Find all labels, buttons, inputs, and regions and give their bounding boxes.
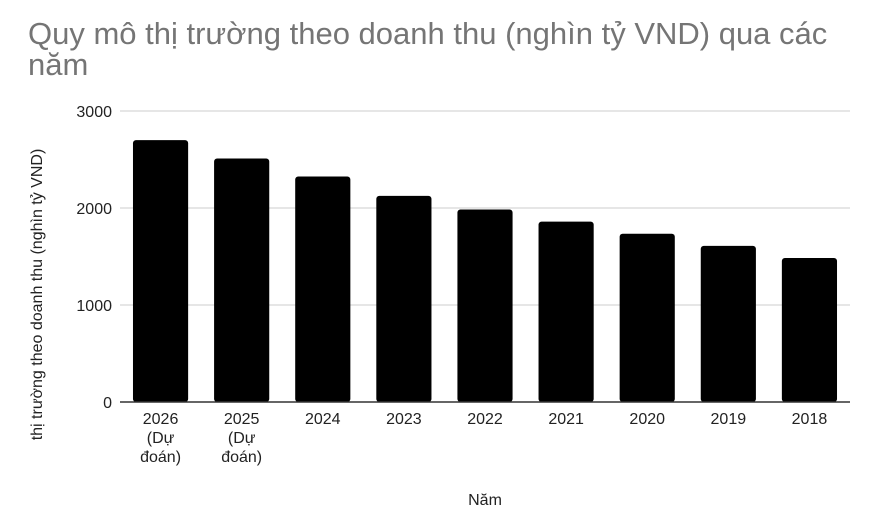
bar xyxy=(700,245,756,402)
bar xyxy=(132,140,189,402)
x-tick-label: 2022 xyxy=(467,411,503,428)
bar xyxy=(295,176,351,402)
y-tick-label: 2000 xyxy=(76,201,112,218)
chart-title: Quy mô thị trường theo doanh thu (nghìn … xyxy=(28,16,828,82)
x-tick-label: 2020 xyxy=(629,411,665,428)
y-tick-label: 1000 xyxy=(76,298,112,315)
bar xyxy=(619,233,675,402)
y-tick-label: 3000 xyxy=(76,104,112,121)
bar xyxy=(376,195,432,402)
y-tick-label: 0 xyxy=(103,395,112,412)
x-axis-label: Năm xyxy=(468,492,502,509)
bar xyxy=(214,158,270,402)
x-tick-label: 2025 (Dự đoán) xyxy=(221,411,262,466)
bar xyxy=(457,209,513,402)
y-axis-label: thị trường theo doanh thu (nghìn tỷ VND) xyxy=(29,149,46,441)
x-tick-label: 2024 xyxy=(305,411,341,428)
bars xyxy=(132,140,838,402)
x-tick-label: 2021 xyxy=(548,411,584,428)
bar xyxy=(781,257,838,402)
x-tick-label: 2019 xyxy=(711,411,747,428)
x-tick-label: 2023 xyxy=(386,411,422,428)
x-tick-labels: 2026 (Dự đoán) 2025 (Dự đoán) 2024 2023 2022 2021… xyxy=(140,411,827,466)
y-tick-labels: 0 1000 2000 3000 xyxy=(76,104,112,412)
x-tick-label: 2018 xyxy=(792,411,828,428)
x-tick-label: 2026 (Dự đoán) xyxy=(140,411,181,466)
bar xyxy=(538,221,594,402)
